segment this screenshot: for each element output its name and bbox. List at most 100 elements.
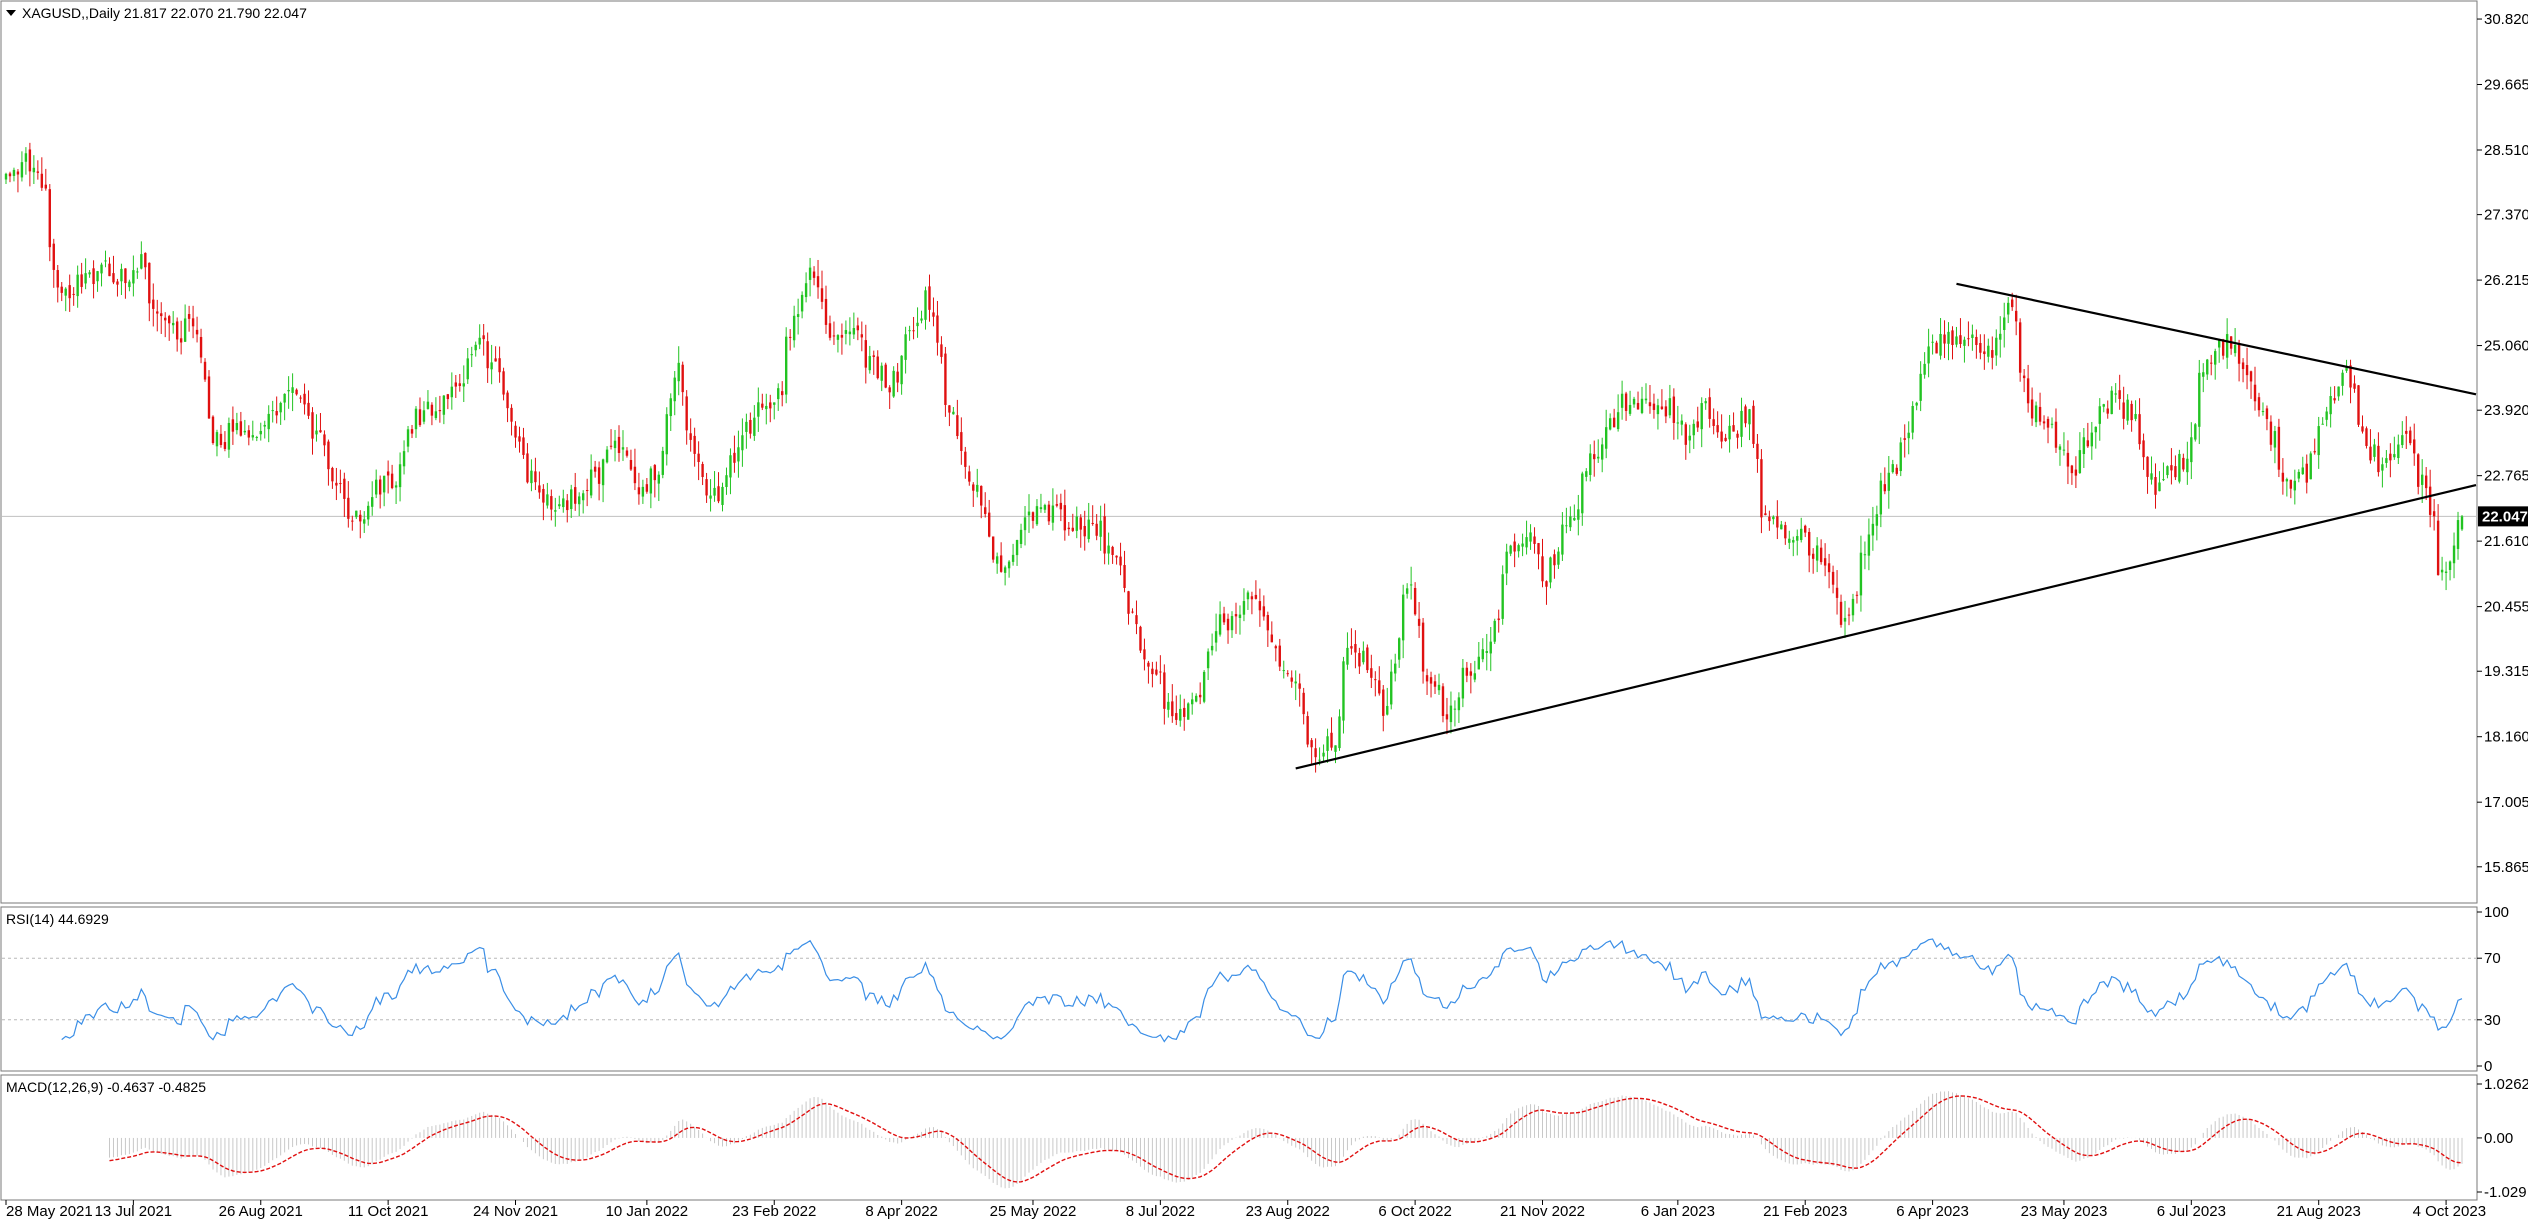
candle-body [1051,505,1055,523]
candle-body [828,323,832,338]
candle-body [1971,334,1974,338]
candle-body [2269,421,2273,445]
candle-body [1123,565,1126,588]
candle-body [462,383,465,387]
candle-body [1326,736,1329,751]
candle-body [1632,398,1636,405]
candle-body [1963,339,1966,346]
candle-body [1991,350,1994,358]
candle-body [211,416,215,444]
candle-body [283,393,286,403]
candle-body [769,402,772,409]
time-axis: 28 May 2021 13 Jul 2021 26 Aug 2021 11 Oct … [5,1200,2486,1220]
candle-body [2277,426,2281,470]
candle-body [1453,708,1457,710]
candle-body [904,334,907,360]
macd-tick-label: 1.0262 [2484,1076,2528,1093]
candle-body [518,436,521,442]
candle-body [788,336,792,338]
candle-body [2026,378,2030,404]
candle-body [2190,437,2193,463]
macd-label: MACD(12,26,9) -0.4637 -0.4825 [6,1079,206,1095]
candle-body [40,173,44,188]
candle-body [538,485,541,493]
candle-body [2038,406,2042,422]
trendline-resistance[interactable] [1956,282,2477,396]
candle-body [470,354,473,356]
price-tick-label: 28.510 [2484,142,2528,159]
candle-body [36,171,40,173]
trendline-support[interactable] [1295,483,2477,770]
candle-body [2034,405,2038,423]
candle-body [100,264,103,274]
candle-body [2158,482,2161,492]
candle-body [2385,458,2388,463]
candle-body [311,412,314,439]
candle-body [1907,432,1910,439]
candle-body [1250,596,1254,600]
candle-body [2389,453,2392,461]
candle-body [1155,669,1158,675]
candle-body [1951,330,1954,346]
candle-body [1179,708,1182,721]
candle-body [1999,333,2002,340]
collapse-arrow-icon[interactable] [6,10,16,16]
macd-panel[interactable]: MACD(12,26,9) -0.4637 -0.4825 [0,1074,2478,1201]
candle-body [24,153,28,162]
candle-body [920,318,923,321]
candle-body [2373,444,2376,457]
candle-body [1955,336,1958,345]
candle-body [991,536,995,560]
candle-body [1827,563,1831,573]
candle-body [1927,346,1930,364]
candle-body [1947,331,1950,344]
candle-body [1127,591,1130,614]
candle-body [1859,552,1863,596]
candle-body [1768,516,1771,522]
candle-body [1159,671,1162,673]
price-tick-label: 17.005 [2484,794,2528,811]
candle-body [765,405,768,410]
candle-body [2194,424,2197,440]
candle-body [848,331,852,335]
candle-body [972,484,975,491]
candle-body [315,430,318,435]
candle-body [2054,421,2058,448]
candle-body [633,466,637,484]
price-panel[interactable]: XAGUSD,,Daily 21.817 22.070 21.790 22.04… [0,0,2478,904]
candle-body [239,421,243,436]
price-tick-label: 27.370 [2484,207,2528,224]
candle-body [1421,622,1425,672]
candle-body [713,487,716,496]
candle-body [2345,366,2348,371]
candle-body [1266,615,1270,631]
candle-body [1382,689,1385,716]
candle-body [1831,571,1835,585]
candle-body [1712,419,1715,426]
candle-body [1274,646,1277,649]
candle-body [530,470,533,484]
candle-body [2421,474,2424,485]
candle-body [12,169,16,176]
candle-body [1760,459,1763,518]
candle-body [653,465,657,481]
candle-body [275,411,278,416]
candle-body [363,519,366,524]
trendlines-group[interactable] [1295,282,2477,770]
candle-body [1445,714,1449,720]
candle-body [2285,479,2289,482]
candle-body [1346,647,1349,665]
candle-body [1461,667,1465,699]
macd-axis: 1.0262 0.00 -1.029 [2477,1076,2528,1201]
candle-body [2361,426,2364,432]
candle-body [2182,457,2185,470]
candle-body [482,335,485,340]
candle-body [140,254,143,269]
candle-body [856,325,860,331]
candle-body [1063,505,1067,531]
rsi-panel[interactable]: RSI(14) 44.6929 [0,906,2478,1072]
candle-body [1509,545,1512,554]
candle-body [2265,408,2269,420]
price-tick-label: 26.215 [2484,272,2528,289]
